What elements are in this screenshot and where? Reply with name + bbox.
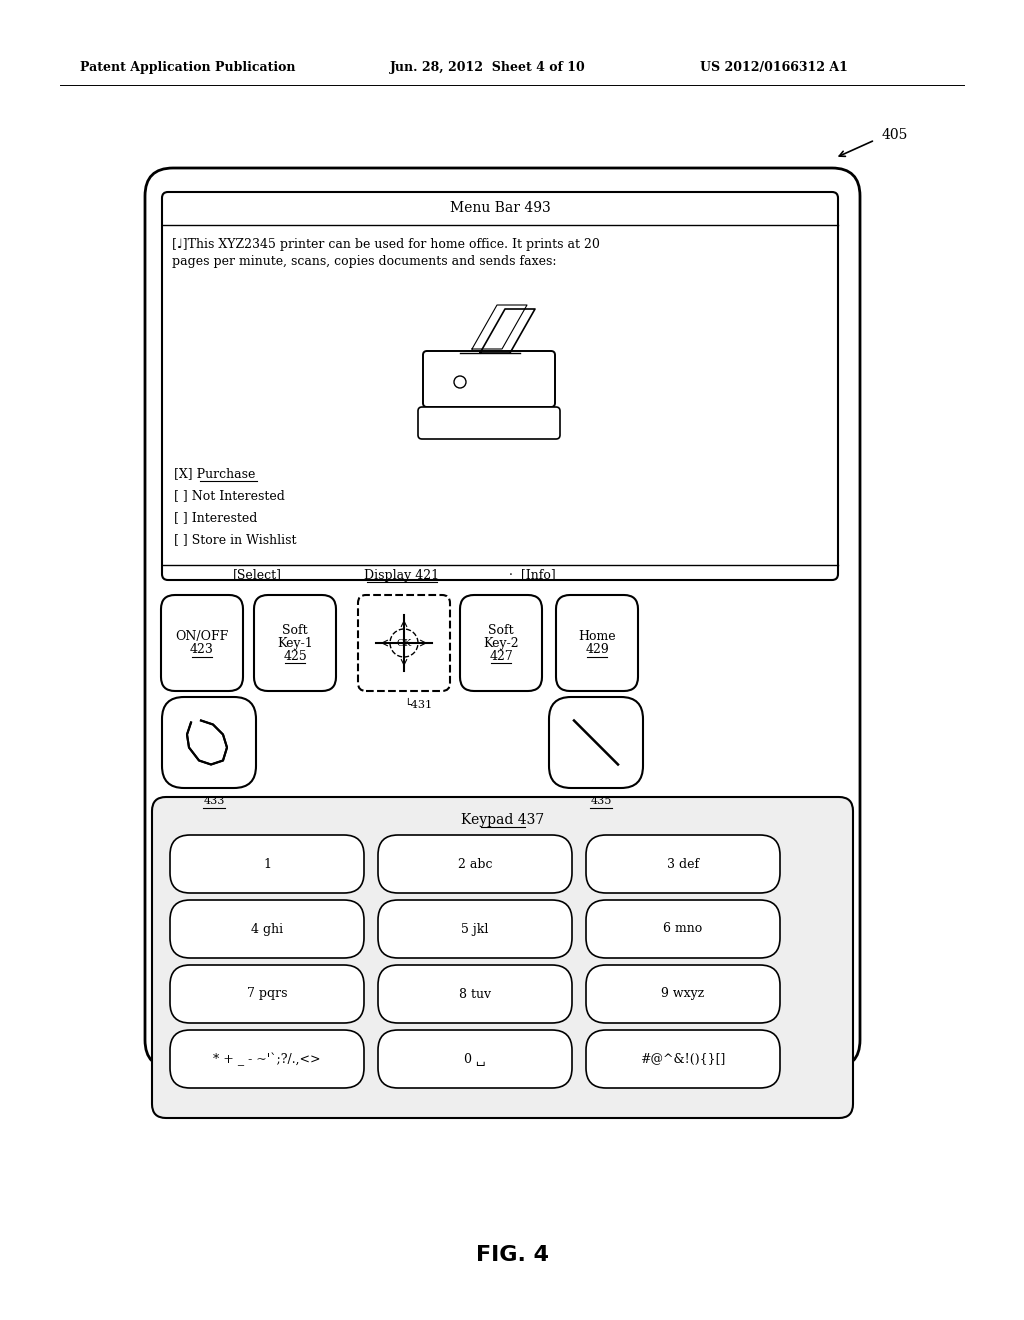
Text: Soft: Soft bbox=[488, 623, 514, 636]
Text: Jun. 28, 2012  Sheet 4 of 10: Jun. 28, 2012 Sheet 4 of 10 bbox=[390, 62, 586, 74]
FancyBboxPatch shape bbox=[378, 1030, 572, 1088]
FancyBboxPatch shape bbox=[460, 595, 542, 690]
Text: pages per minute, scans, copies documents and sends faxes:: pages per minute, scans, copies document… bbox=[172, 255, 556, 268]
Text: 9 wxyz: 9 wxyz bbox=[662, 987, 705, 1001]
FancyBboxPatch shape bbox=[162, 191, 838, 579]
FancyBboxPatch shape bbox=[254, 595, 336, 690]
Text: 6 mno: 6 mno bbox=[664, 923, 702, 936]
Text: [X] Purchase: [X] Purchase bbox=[174, 467, 255, 480]
Text: 433: 433 bbox=[204, 796, 224, 807]
FancyBboxPatch shape bbox=[378, 965, 572, 1023]
Text: 2 abc: 2 abc bbox=[458, 858, 493, 870]
Text: 425: 425 bbox=[283, 649, 307, 663]
Text: Key-2: Key-2 bbox=[483, 636, 519, 649]
FancyBboxPatch shape bbox=[378, 900, 572, 958]
FancyBboxPatch shape bbox=[586, 1030, 780, 1088]
Text: Home: Home bbox=[579, 630, 615, 643]
FancyBboxPatch shape bbox=[170, 900, 364, 958]
FancyBboxPatch shape bbox=[423, 351, 555, 407]
Text: [ ] Store in Wishlist: [ ] Store in Wishlist bbox=[174, 533, 297, 546]
FancyBboxPatch shape bbox=[586, 836, 780, 894]
Text: 7 pqrs: 7 pqrs bbox=[247, 987, 288, 1001]
FancyBboxPatch shape bbox=[145, 168, 860, 1068]
FancyBboxPatch shape bbox=[586, 965, 780, 1023]
Text: 427: 427 bbox=[489, 649, 513, 663]
FancyBboxPatch shape bbox=[161, 595, 243, 690]
Text: Display 421: Display 421 bbox=[365, 569, 439, 582]
Text: OK: OK bbox=[396, 639, 412, 648]
Text: [Select]: [Select] bbox=[232, 569, 282, 582]
Text: 3 def: 3 def bbox=[667, 858, 699, 870]
Text: Keypad 437: Keypad 437 bbox=[461, 813, 544, 828]
FancyBboxPatch shape bbox=[378, 836, 572, 894]
Circle shape bbox=[390, 630, 418, 657]
FancyBboxPatch shape bbox=[549, 697, 643, 788]
Text: 423: 423 bbox=[190, 643, 214, 656]
FancyBboxPatch shape bbox=[418, 407, 560, 440]
FancyBboxPatch shape bbox=[170, 836, 364, 894]
Text: 405: 405 bbox=[882, 128, 908, 143]
FancyBboxPatch shape bbox=[556, 595, 638, 690]
Text: 8 tuv: 8 tuv bbox=[459, 987, 492, 1001]
Text: 4 ghi: 4 ghi bbox=[251, 923, 283, 936]
Text: FIG. 4: FIG. 4 bbox=[475, 1245, 549, 1265]
Text: #@^&!(){}[]: #@^&!(){}[] bbox=[640, 1052, 726, 1065]
FancyBboxPatch shape bbox=[586, 900, 780, 958]
Text: Menu Bar 493: Menu Bar 493 bbox=[450, 201, 550, 215]
Text: Soft: Soft bbox=[283, 623, 308, 636]
FancyBboxPatch shape bbox=[152, 797, 853, 1118]
Text: 429: 429 bbox=[585, 643, 609, 656]
Text: 0 ␣: 0 ␣ bbox=[464, 1052, 485, 1065]
FancyBboxPatch shape bbox=[162, 697, 256, 788]
Text: [ ] Interested: [ ] Interested bbox=[174, 511, 257, 524]
FancyBboxPatch shape bbox=[358, 595, 450, 690]
Text: [ ] Not Interested: [ ] Not Interested bbox=[174, 490, 285, 503]
Text: 1: 1 bbox=[263, 858, 271, 870]
FancyBboxPatch shape bbox=[170, 965, 364, 1023]
Text: 5 jkl: 5 jkl bbox=[462, 923, 488, 936]
Text: 435: 435 bbox=[590, 796, 611, 807]
Text: ·  [Info]: · [Info] bbox=[509, 569, 555, 582]
FancyBboxPatch shape bbox=[170, 1030, 364, 1088]
Text: [♩]This XYZ2345 printer can be used for home office. It prints at 20: [♩]This XYZ2345 printer can be used for … bbox=[172, 238, 600, 251]
Text: └431: └431 bbox=[404, 700, 432, 710]
Text: ON/OFF: ON/OFF bbox=[175, 630, 228, 643]
Text: Patent Application Publication: Patent Application Publication bbox=[80, 62, 296, 74]
Text: Key-1: Key-1 bbox=[278, 636, 313, 649]
Text: * + _ - ~'`;?/.,<>: * + _ - ~'`;?/.,<> bbox=[213, 1052, 321, 1065]
Text: US 2012/0166312 A1: US 2012/0166312 A1 bbox=[700, 62, 848, 74]
